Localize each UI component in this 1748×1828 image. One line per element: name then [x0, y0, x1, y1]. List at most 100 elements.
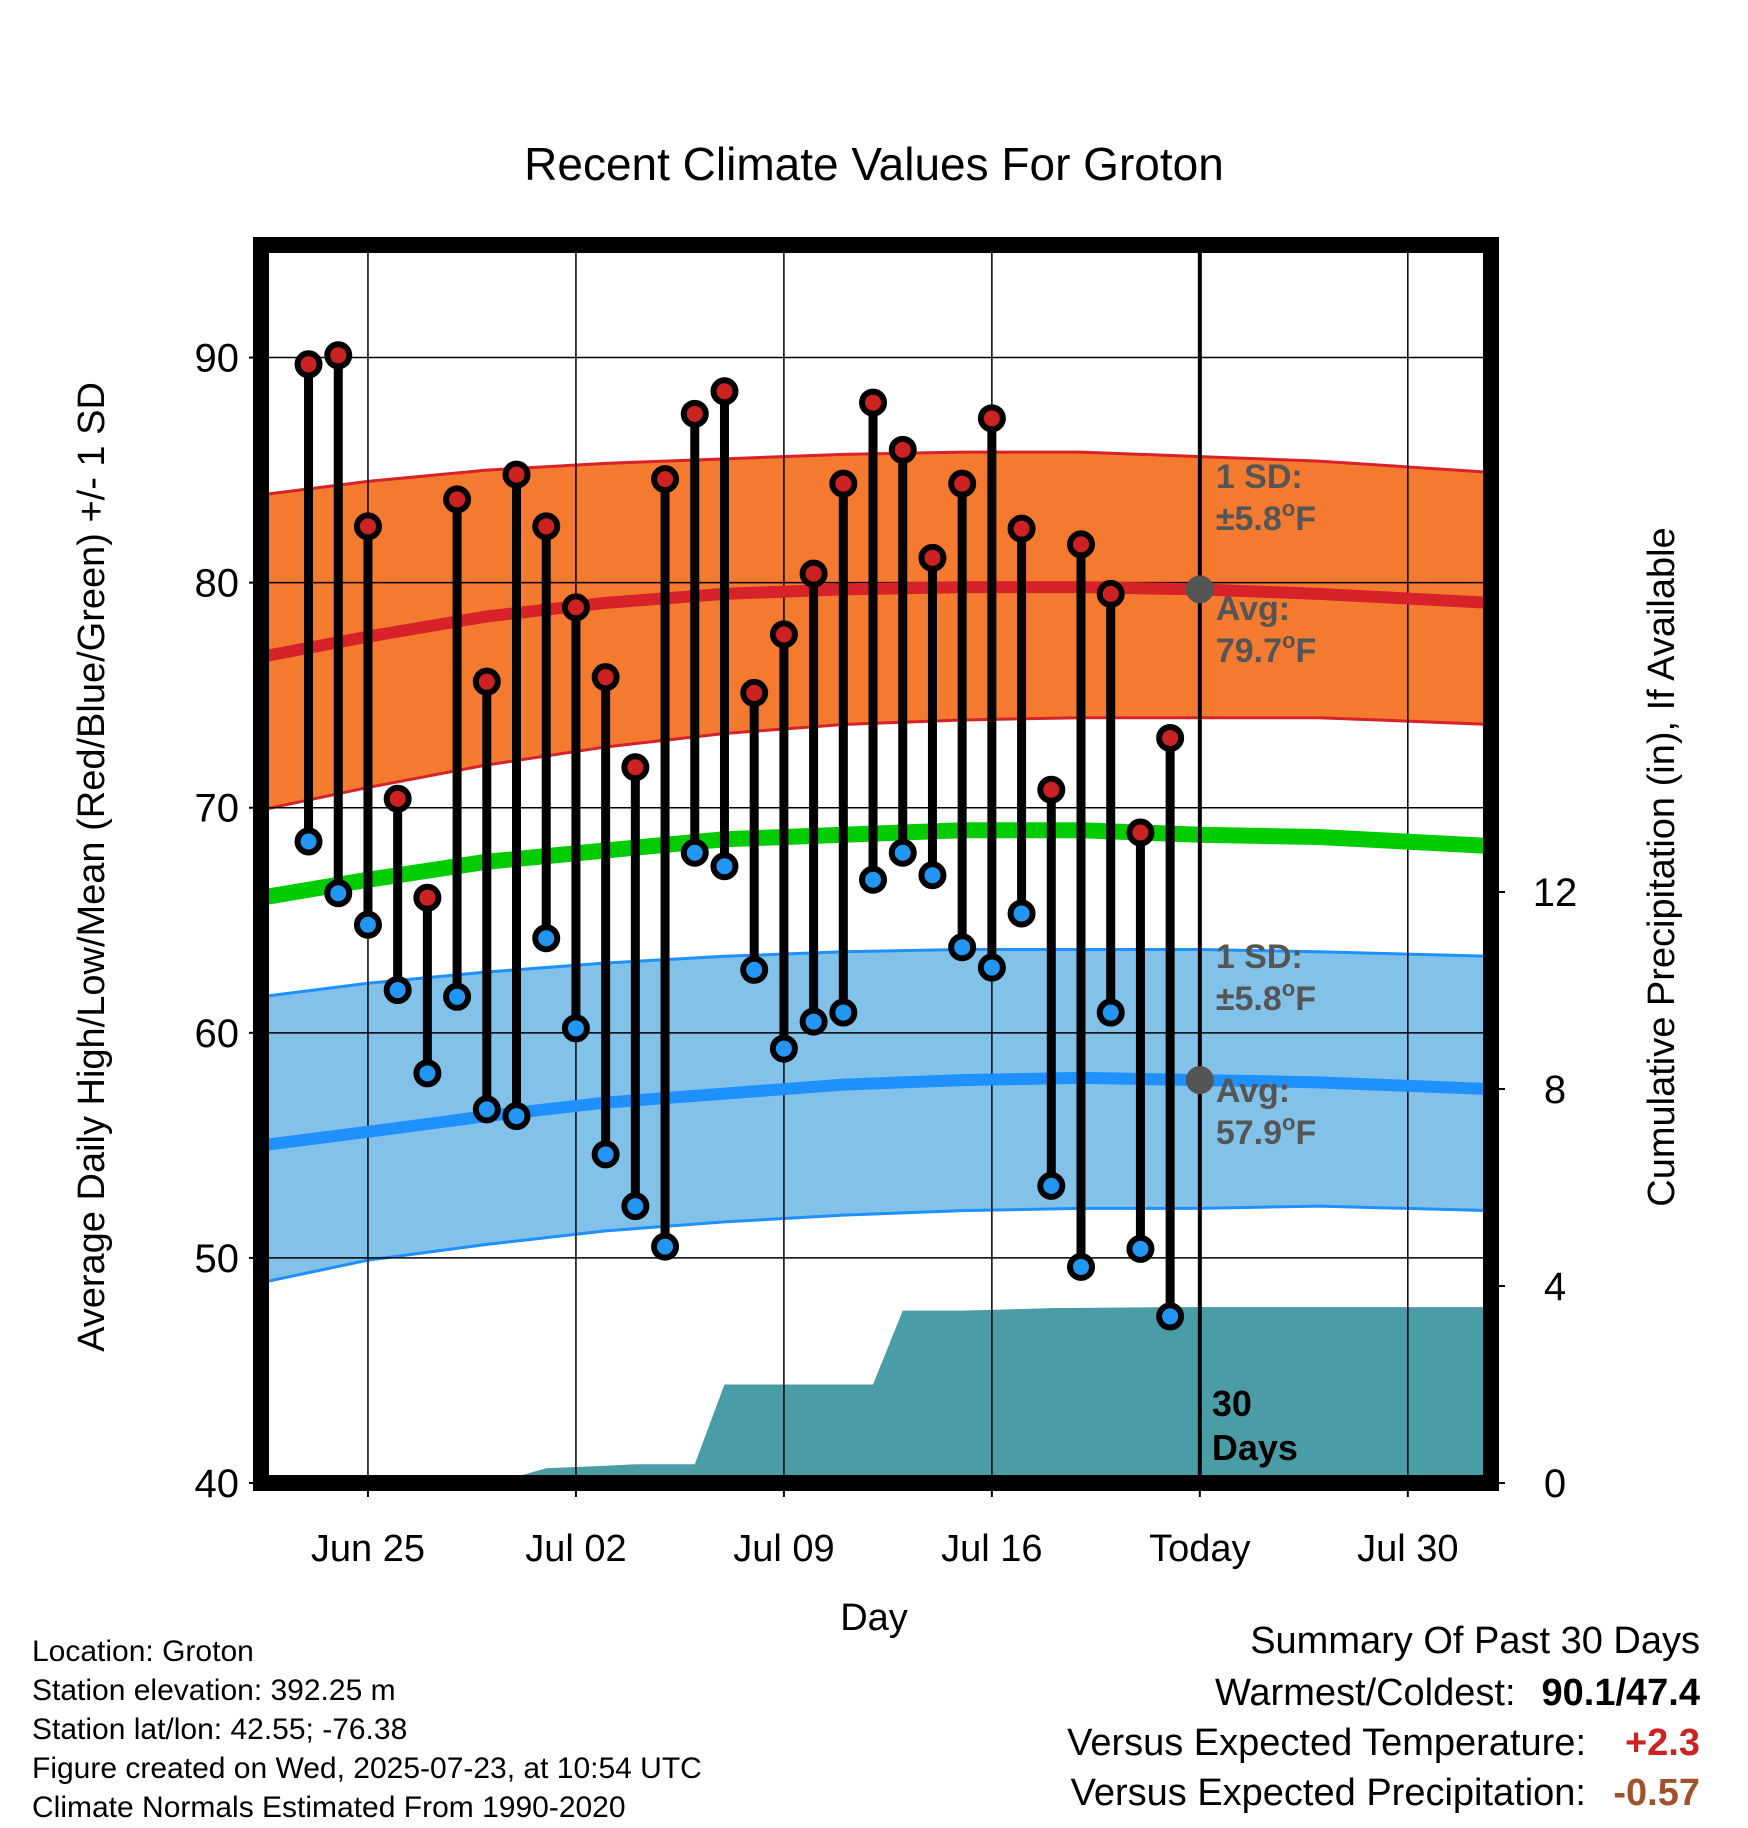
- summary-warmest-row: Warmest/Coldest: 90.1/47.4: [1067, 1668, 1700, 1718]
- daily-low-point: [1156, 1302, 1185, 1331]
- summary-temp-row: Versus Expected Temperature: +2.3: [1067, 1718, 1700, 1768]
- x-tick-label: Jul 30: [1357, 1528, 1458, 1570]
- daily-high-point: [1096, 579, 1125, 608]
- daily-high-point: [383, 784, 412, 813]
- y2-tick-label: 4: [1544, 1265, 1566, 1309]
- precip-versus-value: -0.57: [1613, 1772, 1700, 1814]
- low-avg-label: Avg:: [1216, 1072, 1290, 1110]
- daily-high-point: [799, 559, 828, 588]
- daily-high-point: [443, 485, 472, 514]
- daily-low-point: [948, 933, 977, 962]
- daily-high-point: [829, 469, 858, 498]
- daily-high-point: [472, 667, 501, 696]
- x-tick-label: Jul 09: [733, 1528, 834, 1570]
- precip-versus-label: Versus Expected Precipitation:: [1070, 1772, 1586, 1814]
- summary-precip-row: Versus Expected Precipitation: -0.57: [1067, 1768, 1700, 1818]
- daily-low-point: [443, 982, 472, 1011]
- daily-high-point: [977, 404, 1006, 433]
- daily-high-point: [769, 620, 798, 649]
- elevation-text: Station elevation: 392.25 m: [32, 1674, 396, 1707]
- daily-low-point: [621, 1192, 650, 1221]
- y-tick-label: 70: [195, 787, 240, 831]
- y-tick-label: 50: [195, 1237, 240, 1281]
- x-axis-label: Day: [840, 1597, 908, 1639]
- daily-high-point: [1037, 775, 1066, 804]
- y2-tick-label: 0: [1544, 1462, 1566, 1506]
- daily-high-point: [680, 399, 709, 428]
- temp-versus-label: Versus Expected Temperature:: [1067, 1722, 1586, 1764]
- daily-low-point: [1096, 998, 1125, 1027]
- daily-low-point: [502, 1102, 531, 1131]
- latlon-text: Station lat/lon: 42.55; -76.38: [32, 1713, 408, 1746]
- daily-high-point: [591, 663, 620, 692]
- y-tick-label: 40: [195, 1462, 240, 1506]
- normals-text: Climate Normals Estimated From 1990-2020: [32, 1791, 626, 1824]
- x-tick-label: Jul 02: [525, 1528, 626, 1570]
- location-text: Location: Groton: [32, 1635, 254, 1668]
- daily-high-point: [561, 593, 590, 622]
- daily-low-point: [1067, 1252, 1095, 1281]
- daily-high-point: [710, 377, 739, 406]
- daily-low-point: [918, 861, 947, 890]
- daily-high-point: [1007, 514, 1036, 543]
- low-avg-value: 57.9oF: [1216, 1110, 1316, 1152]
- daily-low-point: [680, 838, 709, 867]
- daily-high-point: [859, 388, 888, 417]
- daily-low-point: [799, 1007, 828, 1036]
- created-text: Figure created on Wed, 2025-07-23, at 10…: [32, 1752, 702, 1785]
- daily-low-point: [710, 852, 739, 881]
- high-avg-value: 79.7oF: [1216, 628, 1316, 670]
- daily-high-point: [532, 512, 561, 541]
- daily-low-point: [383, 976, 412, 1005]
- plot-frame: [253, 237, 1499, 1491]
- daily-low-point: [472, 1095, 501, 1124]
- low-sd-lower-line: [261, 1204, 1491, 1285]
- y-axis-label: Average Daily High/Low/Mean (Red/Blue/Gr…: [71, 382, 113, 1352]
- low-sd-value: ±5.8oF: [1216, 976, 1316, 1018]
- daily-high-point: [888, 435, 917, 464]
- daily-high-point: [1067, 530, 1095, 559]
- daily-low-point: [532, 924, 561, 953]
- y2-tick-label: 8: [1544, 1068, 1566, 1112]
- x-tick-label: Today: [1149, 1528, 1250, 1570]
- daily-low-point: [1126, 1234, 1155, 1263]
- daily-high-point: [353, 512, 382, 541]
- temp-versus-value: +2.3: [1624, 1722, 1700, 1764]
- daily-low-point: [740, 955, 769, 984]
- today-high-avg-marker: [1185, 575, 1214, 604]
- days-label-number: 30: [1212, 1383, 1252, 1424]
- daily-low-point: [1037, 1171, 1066, 1200]
- high-sd-upper-line: [261, 450, 1491, 497]
- summary-panel: Summary Of Past 30 Days Warmest/Coldest:…: [1067, 1616, 1700, 1818]
- x-tick-label: Jun 25: [311, 1528, 425, 1570]
- daily-high-point: [1126, 818, 1155, 847]
- low-avg-line: [261, 1071, 1491, 1152]
- x-tick-label: Jul 16: [941, 1528, 1042, 1570]
- warmest-coldest-label: Warmest/Coldest:: [1214, 1672, 1516, 1714]
- daily-low-point: [977, 953, 1006, 982]
- days-label-text: Days: [1212, 1427, 1298, 1468]
- daily-high-point: [948, 469, 977, 498]
- daily-high-point: [413, 883, 442, 912]
- daily-low-point: [591, 1140, 620, 1169]
- high-avg-label: Avg:: [1216, 590, 1290, 628]
- daily-low-point: [888, 838, 917, 867]
- warmest-coldest-value: 90.1/47.4: [1541, 1672, 1700, 1714]
- daily-low-point: [859, 865, 888, 894]
- daily-high-point: [740, 678, 769, 707]
- chart-title: Recent Climate Values For Groton: [524, 138, 1224, 190]
- y-tick-label: 80: [195, 562, 240, 606]
- daily-high-point: [621, 753, 650, 782]
- daily-low-point: [651, 1232, 680, 1261]
- today-low-avg-marker: [1185, 1066, 1214, 1095]
- station-info: Location: Groton Station elevation: 392.…: [32, 1632, 702, 1827]
- precip-area: [261, 1307, 1491, 1483]
- daily-low-point: [1007, 899, 1036, 928]
- y2-tick-label: 12: [1533, 871, 1578, 915]
- daily-low-point: [294, 827, 323, 856]
- daily-high-point: [918, 543, 947, 572]
- daily-low-point: [413, 1059, 442, 1088]
- daily-high-point: [294, 350, 323, 379]
